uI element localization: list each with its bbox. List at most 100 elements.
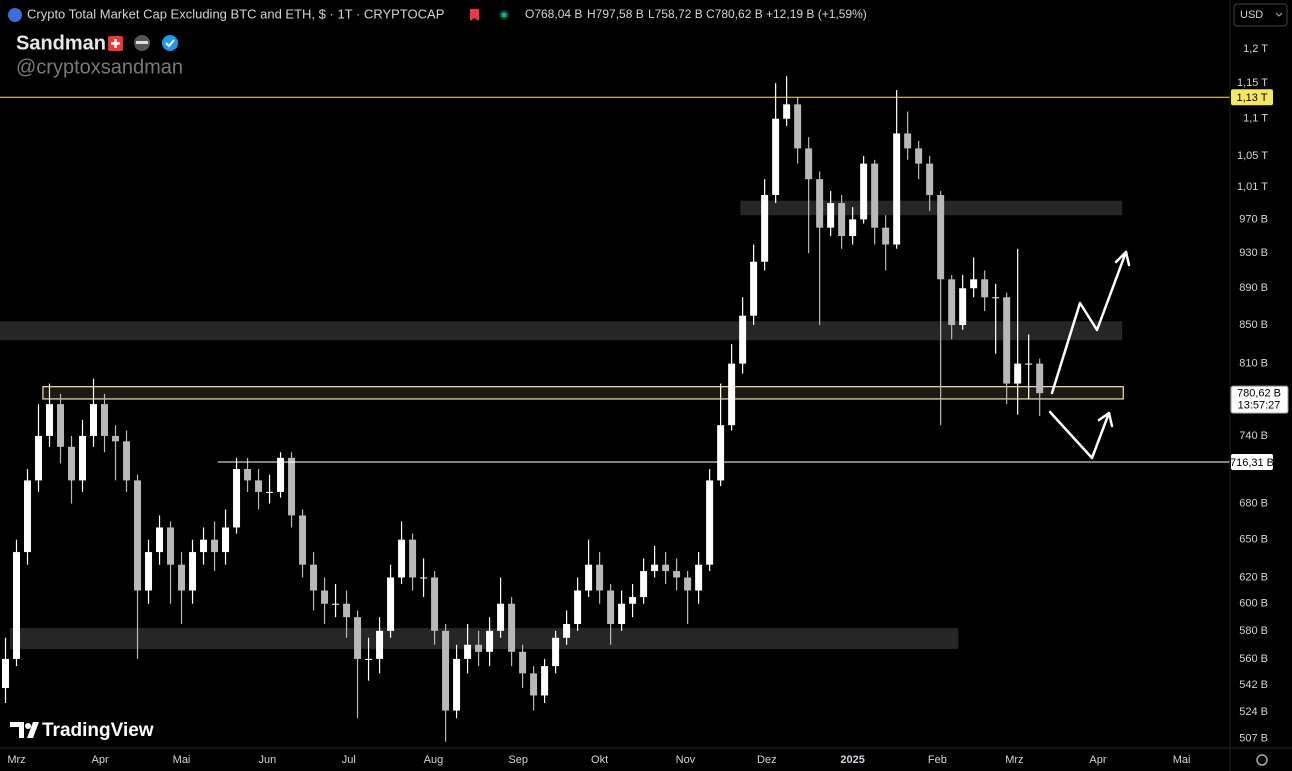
candle-body [750,261,758,316]
ohlc-low: L758,72 B [648,7,703,21]
candle-body [156,527,164,553]
x-tick-label: Apr [1089,754,1106,766]
y-tick-label: 890 B [1239,282,1268,294]
ohlc-high: H797,58 B [587,7,644,21]
candle-body [1036,363,1044,394]
candle-body [981,279,989,298]
candle-body [827,203,835,228]
price-zone [0,321,1123,341]
y-tick-label: 970 B [1239,213,1268,225]
candle-body [211,539,219,553]
countdown: 13:57:27 [1238,400,1281,412]
candle-body [1014,363,1022,384]
candle-body [46,404,54,436]
zones [0,200,1124,649]
candle-body [508,603,516,652]
candle-body [90,404,98,436]
candle-body [673,571,681,578]
last-price-tag [1230,385,1289,414]
candles [2,76,1044,742]
x-tick-label: Nov [676,754,696,766]
candle-body [255,480,263,492]
y-tick-label: 507 B [1239,732,1268,744]
candle-body [35,435,43,481]
candle-body [794,104,802,149]
candle-body [464,644,472,659]
x-tick-label: Mrz [7,754,25,766]
y-tick-label: 850 B [1239,319,1268,331]
candle-body [200,539,208,553]
candle-body [244,469,252,481]
price-zone [42,386,1124,400]
candle-body [266,491,274,493]
candle-body [376,630,384,659]
y-tick-label: 930 B [1239,247,1268,259]
candle-body [299,515,307,565]
candle-body [959,288,967,326]
currency-select[interactable] [1233,3,1288,27]
y-tick-label: 600 B [1239,598,1268,610]
candle-body [882,227,890,245]
candle-body [387,577,395,631]
y-tick-label: 620 B [1239,571,1268,583]
candle-body [783,104,791,119]
candle-body [849,219,857,237]
candle-body [651,564,659,572]
candle-body [134,480,142,591]
brand: TradingView [42,720,154,741]
x-tick-label: 2025 [840,754,864,766]
currency[interactable]: USD [1240,9,1263,21]
candle-body [167,527,175,565]
last-price-label: 780,62 B [1237,388,1281,400]
candle-body [805,148,813,180]
ohlc-close: C780,62 B [706,7,763,21]
x-tick-label: Jun [258,754,276,766]
candle-body [904,133,912,149]
candle-body [288,457,296,516]
candle-body [486,630,494,652]
y-tick-label: 1,15 T [1237,77,1268,89]
candle-body [915,148,923,164]
candle-body [992,297,1000,299]
candle-body [970,279,978,289]
candle-body [24,480,32,553]
y-tick-label: 560 B [1239,653,1268,665]
candle-body [123,441,131,481]
y-tick-label: 740 B [1239,430,1268,442]
x-tick-label: Mai [1173,754,1191,766]
candle-body [717,425,725,481]
price-zone [9,628,959,649]
level-tag [1231,453,1273,470]
y-tick-label: 1,1 T [1243,113,1268,125]
candle-body [530,673,538,696]
candle-body [409,539,417,578]
candle-body [79,435,87,481]
candle-body [13,552,21,659]
candle-body [277,457,285,492]
candle-body [585,564,593,591]
candle-body [618,603,626,624]
x-tick-label: Mai [173,754,191,766]
x-tick-label: Apr [92,754,109,766]
candle-body [596,564,604,591]
y-tick-label: 810 B [1239,358,1268,370]
symbol-icon [8,8,22,22]
candle-body [684,577,692,591]
candle-body [662,564,670,572]
x-tick-label: Jul [342,754,356,766]
candle-body [629,597,637,604]
x-tick-label: Aug [424,754,444,766]
verified-badge [162,35,178,51]
candle-body [2,658,10,689]
verified-check [165,39,175,48]
candle-body [860,163,868,220]
level-label: 716,31 B [1230,457,1274,469]
down-arrow-head [1097,411,1114,428]
candle-body [552,637,560,667]
settings-icon[interactable] [1256,754,1268,766]
candle-body [431,577,439,631]
level-label: 1,13 T [1237,92,1268,104]
author: Sandman [16,32,106,54]
drawn-arrows [1048,250,1131,460]
y-tick-label: 580 B [1239,625,1268,637]
